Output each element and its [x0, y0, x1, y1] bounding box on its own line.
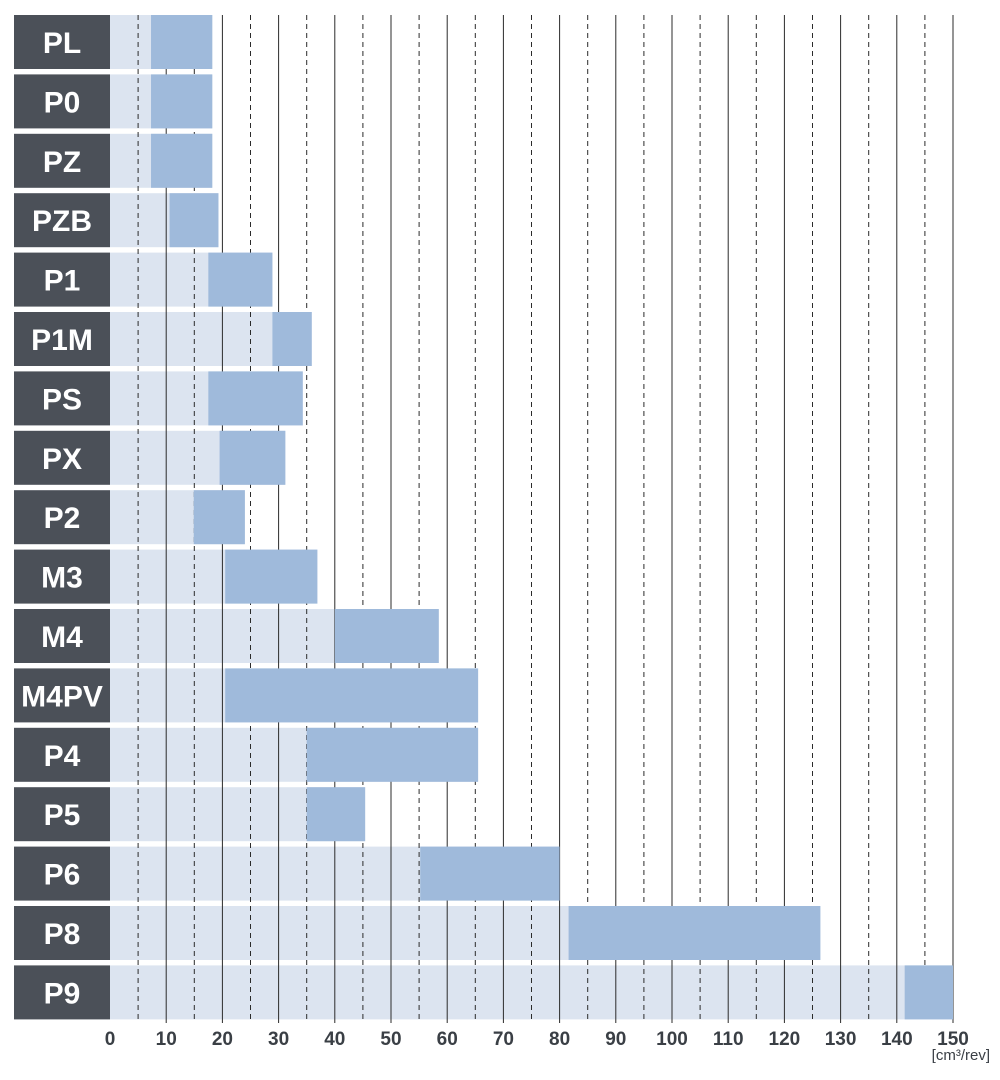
row-label-pzb: PZB — [32, 205, 92, 238]
row-label-box-m4 — [14, 609, 110, 663]
x-tick-label-80: 80 — [549, 1029, 570, 1050]
row-label-box-px — [14, 430, 110, 485]
range-bar-px — [219, 430, 286, 485]
row-label-box-pz — [14, 133, 110, 188]
range-bar-p5 — [306, 787, 366, 842]
x-tick-label-30: 30 — [268, 1029, 289, 1050]
row-label-box-m3 — [14, 549, 110, 604]
x-tick-label-150: 150 — [937, 1029, 969, 1050]
row-label-pl: PL — [43, 27, 81, 60]
row-label-box-p5 — [14, 787, 110, 842]
range-bar-ps — [208, 371, 303, 426]
x-tick-label-140: 140 — [881, 1029, 913, 1050]
unit-label: [cm³/rev] — [932, 1047, 990, 1064]
row-track-p9 — [110, 965, 953, 1020]
range-bar-p9 — [904, 965, 953, 1020]
row-label-p0: P0 — [44, 86, 81, 119]
range-bar-m4 — [334, 609, 439, 663]
range-bar-p6 — [420, 846, 560, 901]
row-label-px: PX — [42, 443, 82, 476]
x-tick-label-70: 70 — [493, 1029, 514, 1050]
range-bar-p1 — [208, 252, 273, 307]
range-bar-p2 — [193, 490, 245, 545]
x-tick-label-100: 100 — [656, 1029, 688, 1050]
row-label-box-pzb — [14, 193, 110, 248]
row-label-m3: M3 — [41, 562, 83, 595]
row-label-box-p9 — [14, 965, 110, 1020]
row-label-p6: P6 — [44, 859, 81, 892]
x-tick-label-60: 60 — [437, 1029, 458, 1050]
range-bar-p8 — [568, 906, 821, 960]
row-label-box-ps — [14, 371, 110, 426]
range-bars — [151, 15, 953, 1020]
x-axis-ticks: 0 10 20 30 40 50 60 70 80 90 100 110 120 130 140 150 — [105, 1029, 969, 1050]
range-bar-p4 — [306, 727, 479, 782]
x-tick-label-10: 10 — [156, 1029, 177, 1050]
x-tick-label-130: 130 — [825, 1029, 857, 1050]
row-label-box-p1m — [14, 312, 110, 366]
range-bar-p1m — [272, 312, 312, 366]
range-bar-pzb — [169, 193, 219, 248]
row-label-p9: P9 — [44, 977, 81, 1010]
grid-lines — [137, 15, 954, 1023]
range-bar-m4pv — [225, 668, 479, 723]
range-bar-pl — [151, 15, 213, 69]
row-label-box-pl — [14, 15, 110, 69]
x-tick-label-110: 110 — [713, 1029, 744, 1050]
row-label-box-p6 — [14, 846, 110, 901]
row-label-ps: PS — [42, 383, 82, 416]
row-label-box-m4pv — [14, 668, 110, 723]
row-label-box-p0 — [14, 74, 110, 129]
range-bar-m3 — [225, 549, 318, 604]
row-label-p5: P5 — [44, 799, 81, 832]
row-label-m4: M4 — [41, 621, 83, 654]
range-bar-p0 — [151, 74, 213, 129]
row-label-box-p8 — [14, 906, 110, 960]
x-tick-label-0: 0 — [105, 1029, 116, 1050]
row-label-p2: P2 — [44, 502, 81, 535]
row-labels: PL P0 PZ PZB P1 P1M PS PX P2 M3 M4 M4PV P4 P5 P6 P8 P9 — [14, 15, 110, 1020]
range-bar-pz — [151, 133, 213, 188]
x-tick-label-90: 90 — [605, 1029, 626, 1050]
row-label-pz: PZ — [43, 146, 81, 179]
row-label-p1: P1 — [44, 265, 81, 298]
row-label-p4: P4 — [44, 740, 81, 773]
row-label-box-p2 — [14, 490, 110, 545]
row-label-m4pv: M4PV — [21, 680, 103, 713]
x-tick-label-40: 40 — [324, 1029, 345, 1050]
row-label-box-p1 — [14, 252, 110, 307]
row-label-p8: P8 — [44, 918, 81, 951]
x-tick-label-120: 120 — [769, 1029, 801, 1050]
row-label-box-p4 — [14, 727, 110, 782]
row-label-p1m: P1M — [31, 324, 93, 357]
x-tick-label-20: 20 — [212, 1029, 233, 1050]
x-tick-label-50: 50 — [380, 1029, 401, 1050]
